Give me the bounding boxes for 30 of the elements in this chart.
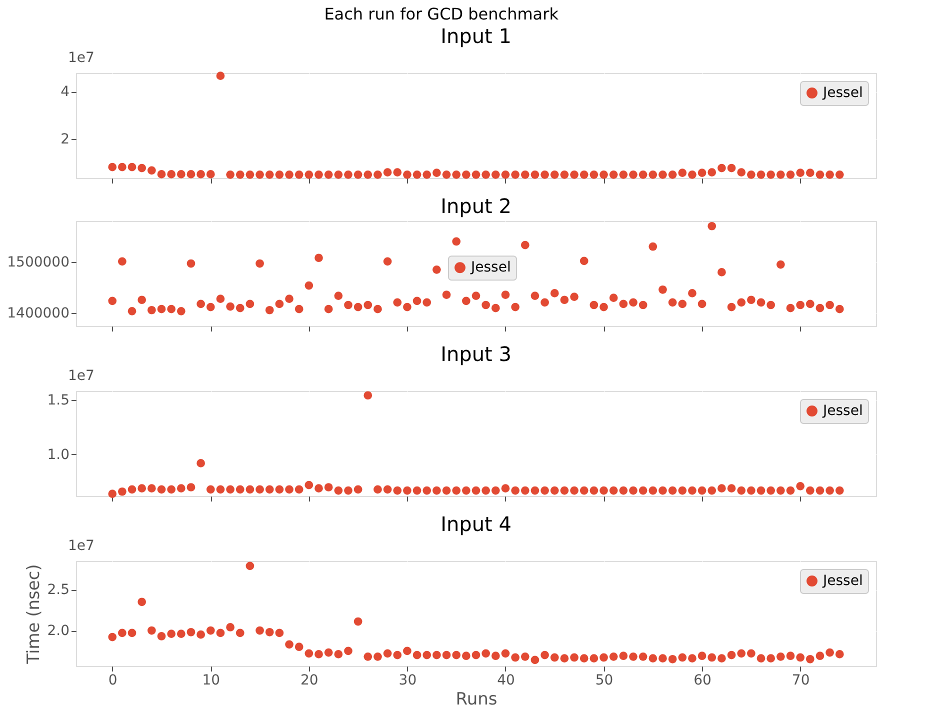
y-tick-label: 2.5 (47, 582, 70, 598)
text: 1e7 (68, 368, 94, 384)
legend-label: Jessel (822, 85, 863, 101)
y-tick-label: 1500000 (7, 254, 70, 270)
y-tick-label: 1400000 (7, 306, 70, 322)
text: 1e7 (68, 538, 94, 554)
y-tick-label: 2.0 (47, 623, 70, 640)
x-axis-title: Runs (456, 690, 498, 710)
legend-label: Jessel (470, 260, 511, 276)
x-tick-label: 10 (202, 672, 220, 688)
chart-title: Input 2 (440, 194, 512, 218)
chart-title: Each run for GCD benchmark (324, 4, 560, 24)
chart-title: Input 3 (440, 342, 512, 366)
x-tick-label: 0 (108, 672, 118, 688)
x-tick-label: 50 (595, 672, 614, 688)
y-tick-label: 1.0 (47, 446, 70, 463)
x-tick-label: 30 (398, 672, 417, 688)
legend-label: Jessel (822, 403, 863, 419)
x-tick-label: 60 (694, 672, 712, 688)
y-axis-title: Time (nsec) (24, 564, 44, 665)
text: 1e7 (68, 50, 94, 66)
y-tick-label: 4 (60, 84, 70, 100)
x-tick-label: 70 (792, 672, 810, 688)
chart-title: Input 4 (440, 512, 512, 536)
x-tick-label: 20 (300, 672, 318, 688)
x-tick-label: 40 (497, 672, 515, 688)
y-tick-label: 2 (60, 132, 70, 148)
y-tick-label: 1.5 (47, 392, 70, 408)
chart-subtitle: Input 1 (440, 24, 512, 48)
legend-label: Jessel (822, 573, 863, 589)
